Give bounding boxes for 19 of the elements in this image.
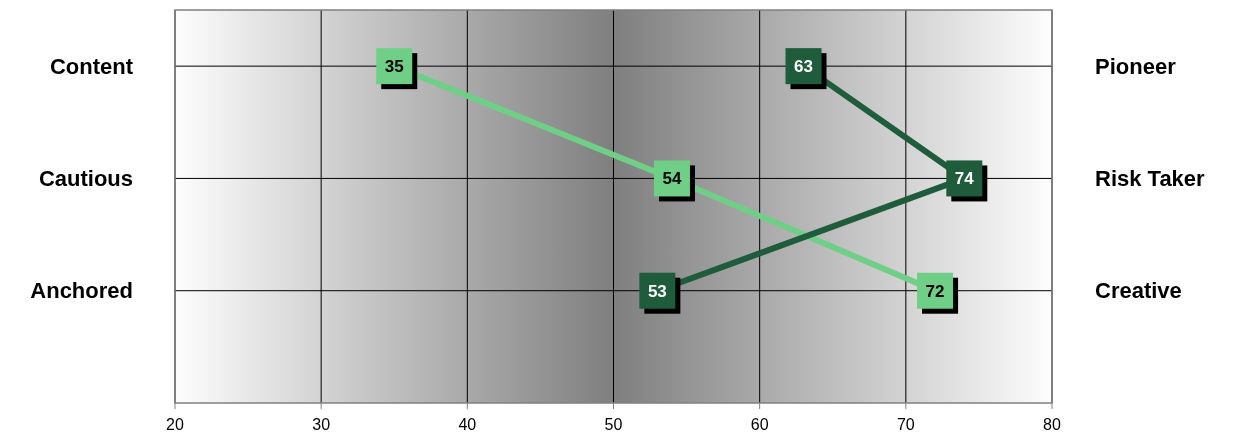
data-label: 72 [925, 281, 945, 301]
data-label: 53 [647, 281, 667, 301]
y2-tick-label: Pioneer [1095, 53, 1177, 79]
x-tick-label: 60 [750, 416, 769, 433]
x-tick-label: 20 [166, 416, 184, 433]
data-label: 35 [384, 57, 404, 77]
x-tick-label: 80 [1043, 416, 1061, 433]
x-tick-label: 30 [312, 416, 331, 433]
y-tick-label: Anchored [30, 278, 133, 304]
data-label: 74 [954, 169, 975, 189]
x-tick-label: 50 [604, 416, 623, 433]
data-label: 54 [662, 169, 682, 189]
y-tick-label: Content [49, 53, 134, 79]
y-tick-label: Cautious [38, 166, 133, 192]
x-tick-label: 70 [896, 416, 915, 433]
data-label: 63 [794, 57, 813, 77]
x-tick-label: 40 [458, 416, 477, 433]
y2-tick-label: Risk Taker [1095, 166, 1206, 192]
y2-tick-label: Creative [1095, 278, 1182, 304]
